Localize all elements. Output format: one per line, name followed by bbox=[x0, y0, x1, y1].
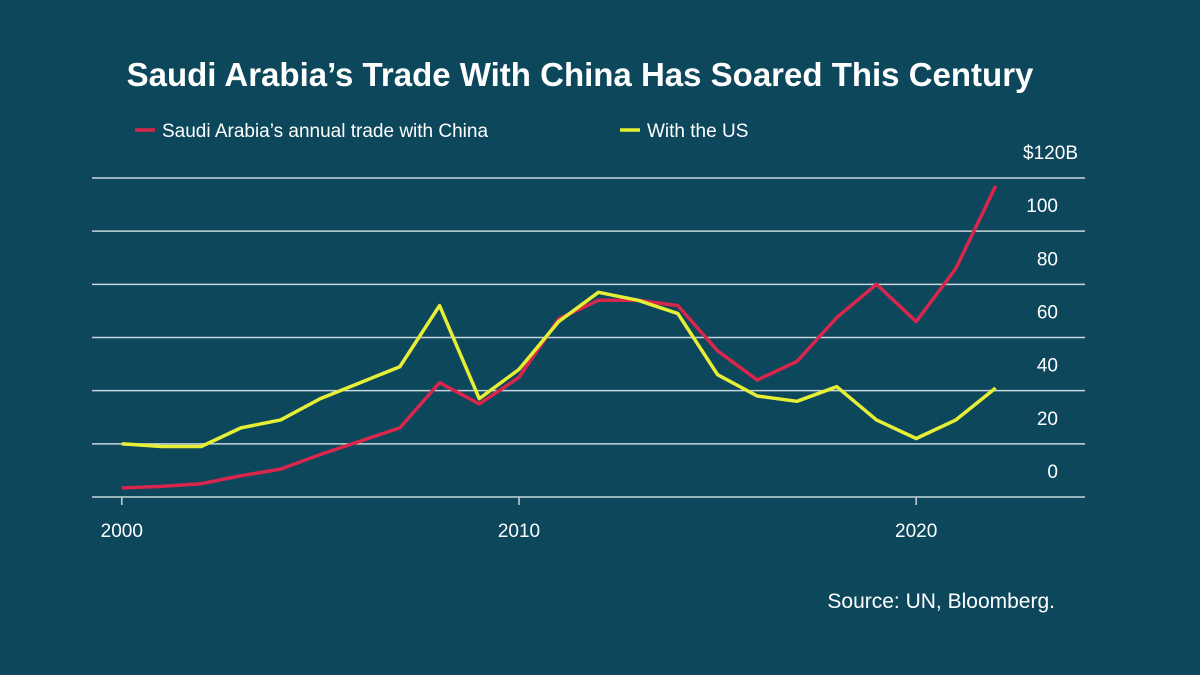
legend-label: Saudi Arabia’s annual trade with China bbox=[162, 121, 488, 142]
y-tick-label: 40 bbox=[1037, 356, 1058, 377]
y-tick-label: 0 bbox=[1047, 462, 1058, 483]
series-line bbox=[121, 185, 998, 490]
series-line bbox=[121, 290, 997, 449]
legend-label: With the US bbox=[647, 121, 748, 142]
y-tick-label: 60 bbox=[1037, 303, 1058, 324]
x-tick-label: 2020 bbox=[895, 521, 937, 542]
chart-title: Saudi Arabia’s Trade With China Has Soar… bbox=[127, 56, 1034, 93]
source: Source: UN, Bloomberg. bbox=[827, 590, 1055, 613]
y-tick-label: 100 bbox=[1026, 196, 1058, 217]
y-tick-label: 80 bbox=[1037, 249, 1058, 270]
y-tick-label: 20 bbox=[1037, 409, 1058, 430]
x-tick-label: 2010 bbox=[498, 521, 540, 542]
y-tick-label: $120B bbox=[1023, 143, 1078, 164]
x-tick-label: 2000 bbox=[101, 521, 143, 542]
